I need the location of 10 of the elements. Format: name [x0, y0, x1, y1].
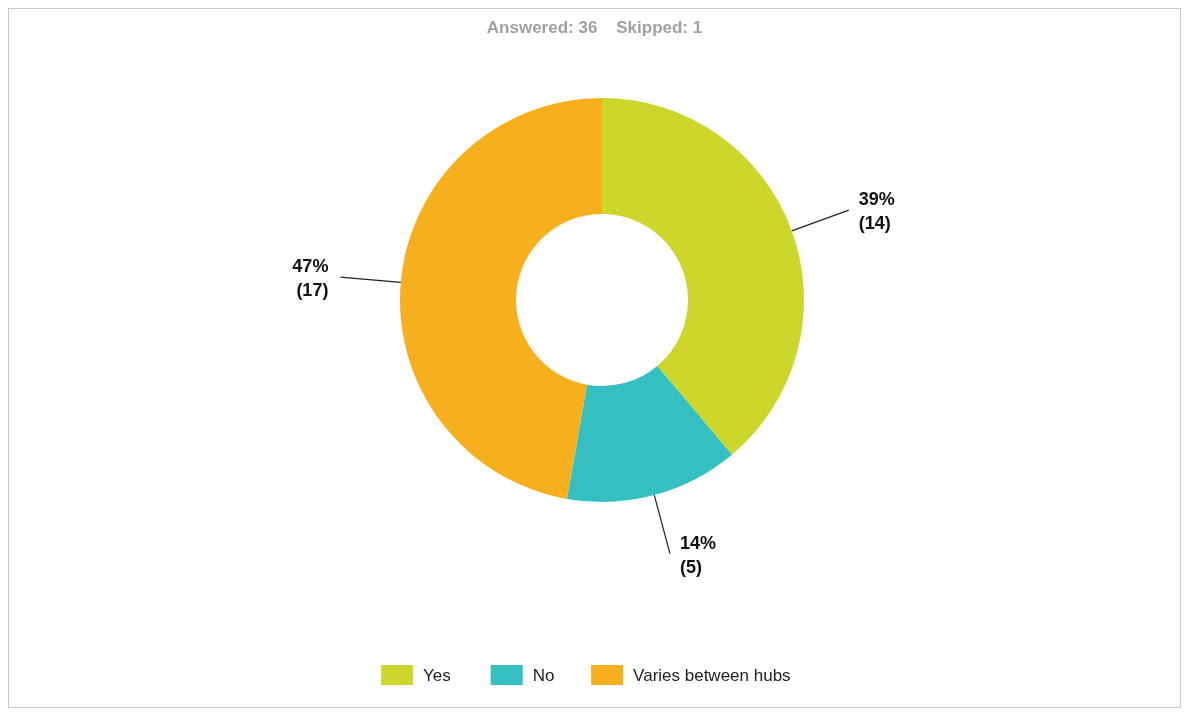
legend-label: Varies between hubs	[633, 666, 791, 685]
donut-slice	[602, 98, 804, 455]
data-label: 14% (5)	[679, 532, 716, 577]
chart-title: Answered: 36 Skipped: 1	[486, 18, 703, 37]
data-label: 47% (17)	[292, 256, 329, 301]
donut-slice	[566, 365, 732, 502]
data-label: 39% (14)	[858, 189, 895, 234]
donut-slice	[400, 98, 602, 499]
legend-label: Yes	[423, 666, 451, 685]
legend-label: No	[532, 666, 555, 685]
